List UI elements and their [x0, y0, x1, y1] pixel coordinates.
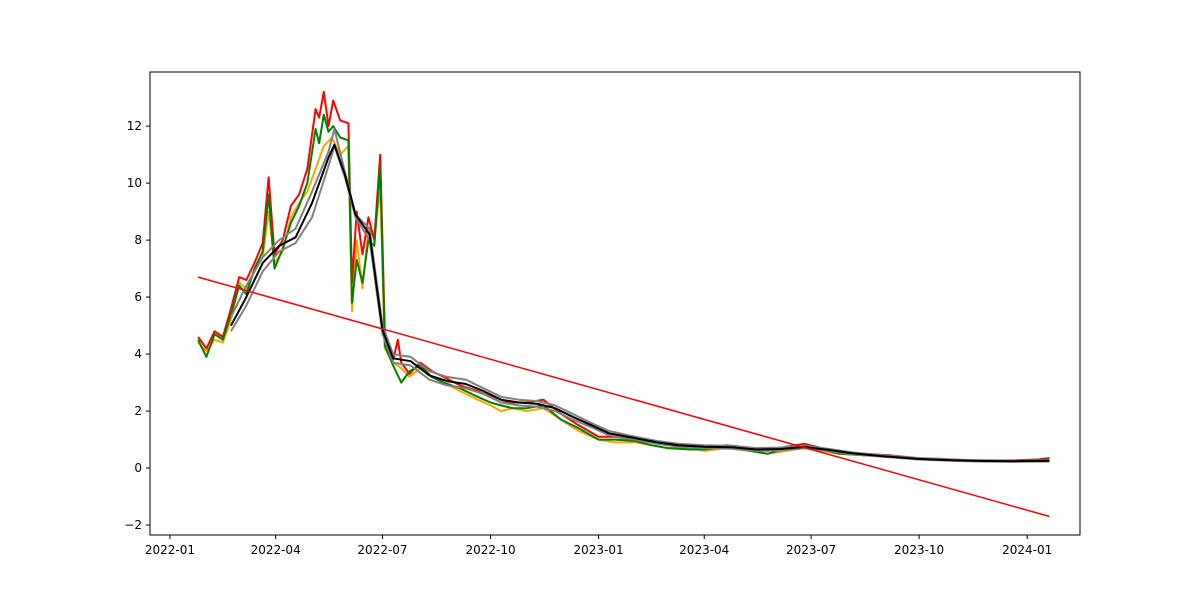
x-tick-label: 2022-01: [145, 543, 195, 557]
x-axis: 2022-01 2022-04 2022-07 2022-10 2023-01 2023-…: [145, 535, 1052, 557]
series-line-2: [197, 90, 1050, 462]
x-tick-label: 2023-04: [679, 543, 729, 557]
series-layer: [197, 90, 1050, 518]
x-tick-label: 2023-10: [894, 543, 944, 557]
plot-frame: [149, 71, 1081, 536]
x-tick-label: 2022-10: [465, 543, 515, 557]
x-tick-label: 2022-04: [251, 543, 301, 557]
y-tick-label: 2: [134, 404, 142, 418]
x-tick-label: 2023-01: [573, 543, 623, 557]
series-line-6: [230, 143, 1050, 463]
series-line-5: [230, 145, 1050, 463]
y-tick-label: 4: [134, 347, 142, 361]
y-tick-label: 8: [134, 233, 142, 247]
y-axis: −2 0 2 4 6 8 10 12: [124, 119, 150, 532]
x-tick-label: 2023-07: [786, 543, 836, 557]
series-line-7: [197, 276, 1050, 518]
y-tick-label: 10: [127, 176, 142, 190]
y-tick-label: −2: [124, 518, 142, 532]
y-tick-label: 12: [127, 119, 142, 133]
x-tick-label: 2022-07: [357, 543, 407, 557]
y-tick-label: 6: [134, 290, 142, 304]
x-tick-label: 2024-01: [1002, 543, 1052, 557]
y-tick-label: 0: [134, 461, 142, 475]
